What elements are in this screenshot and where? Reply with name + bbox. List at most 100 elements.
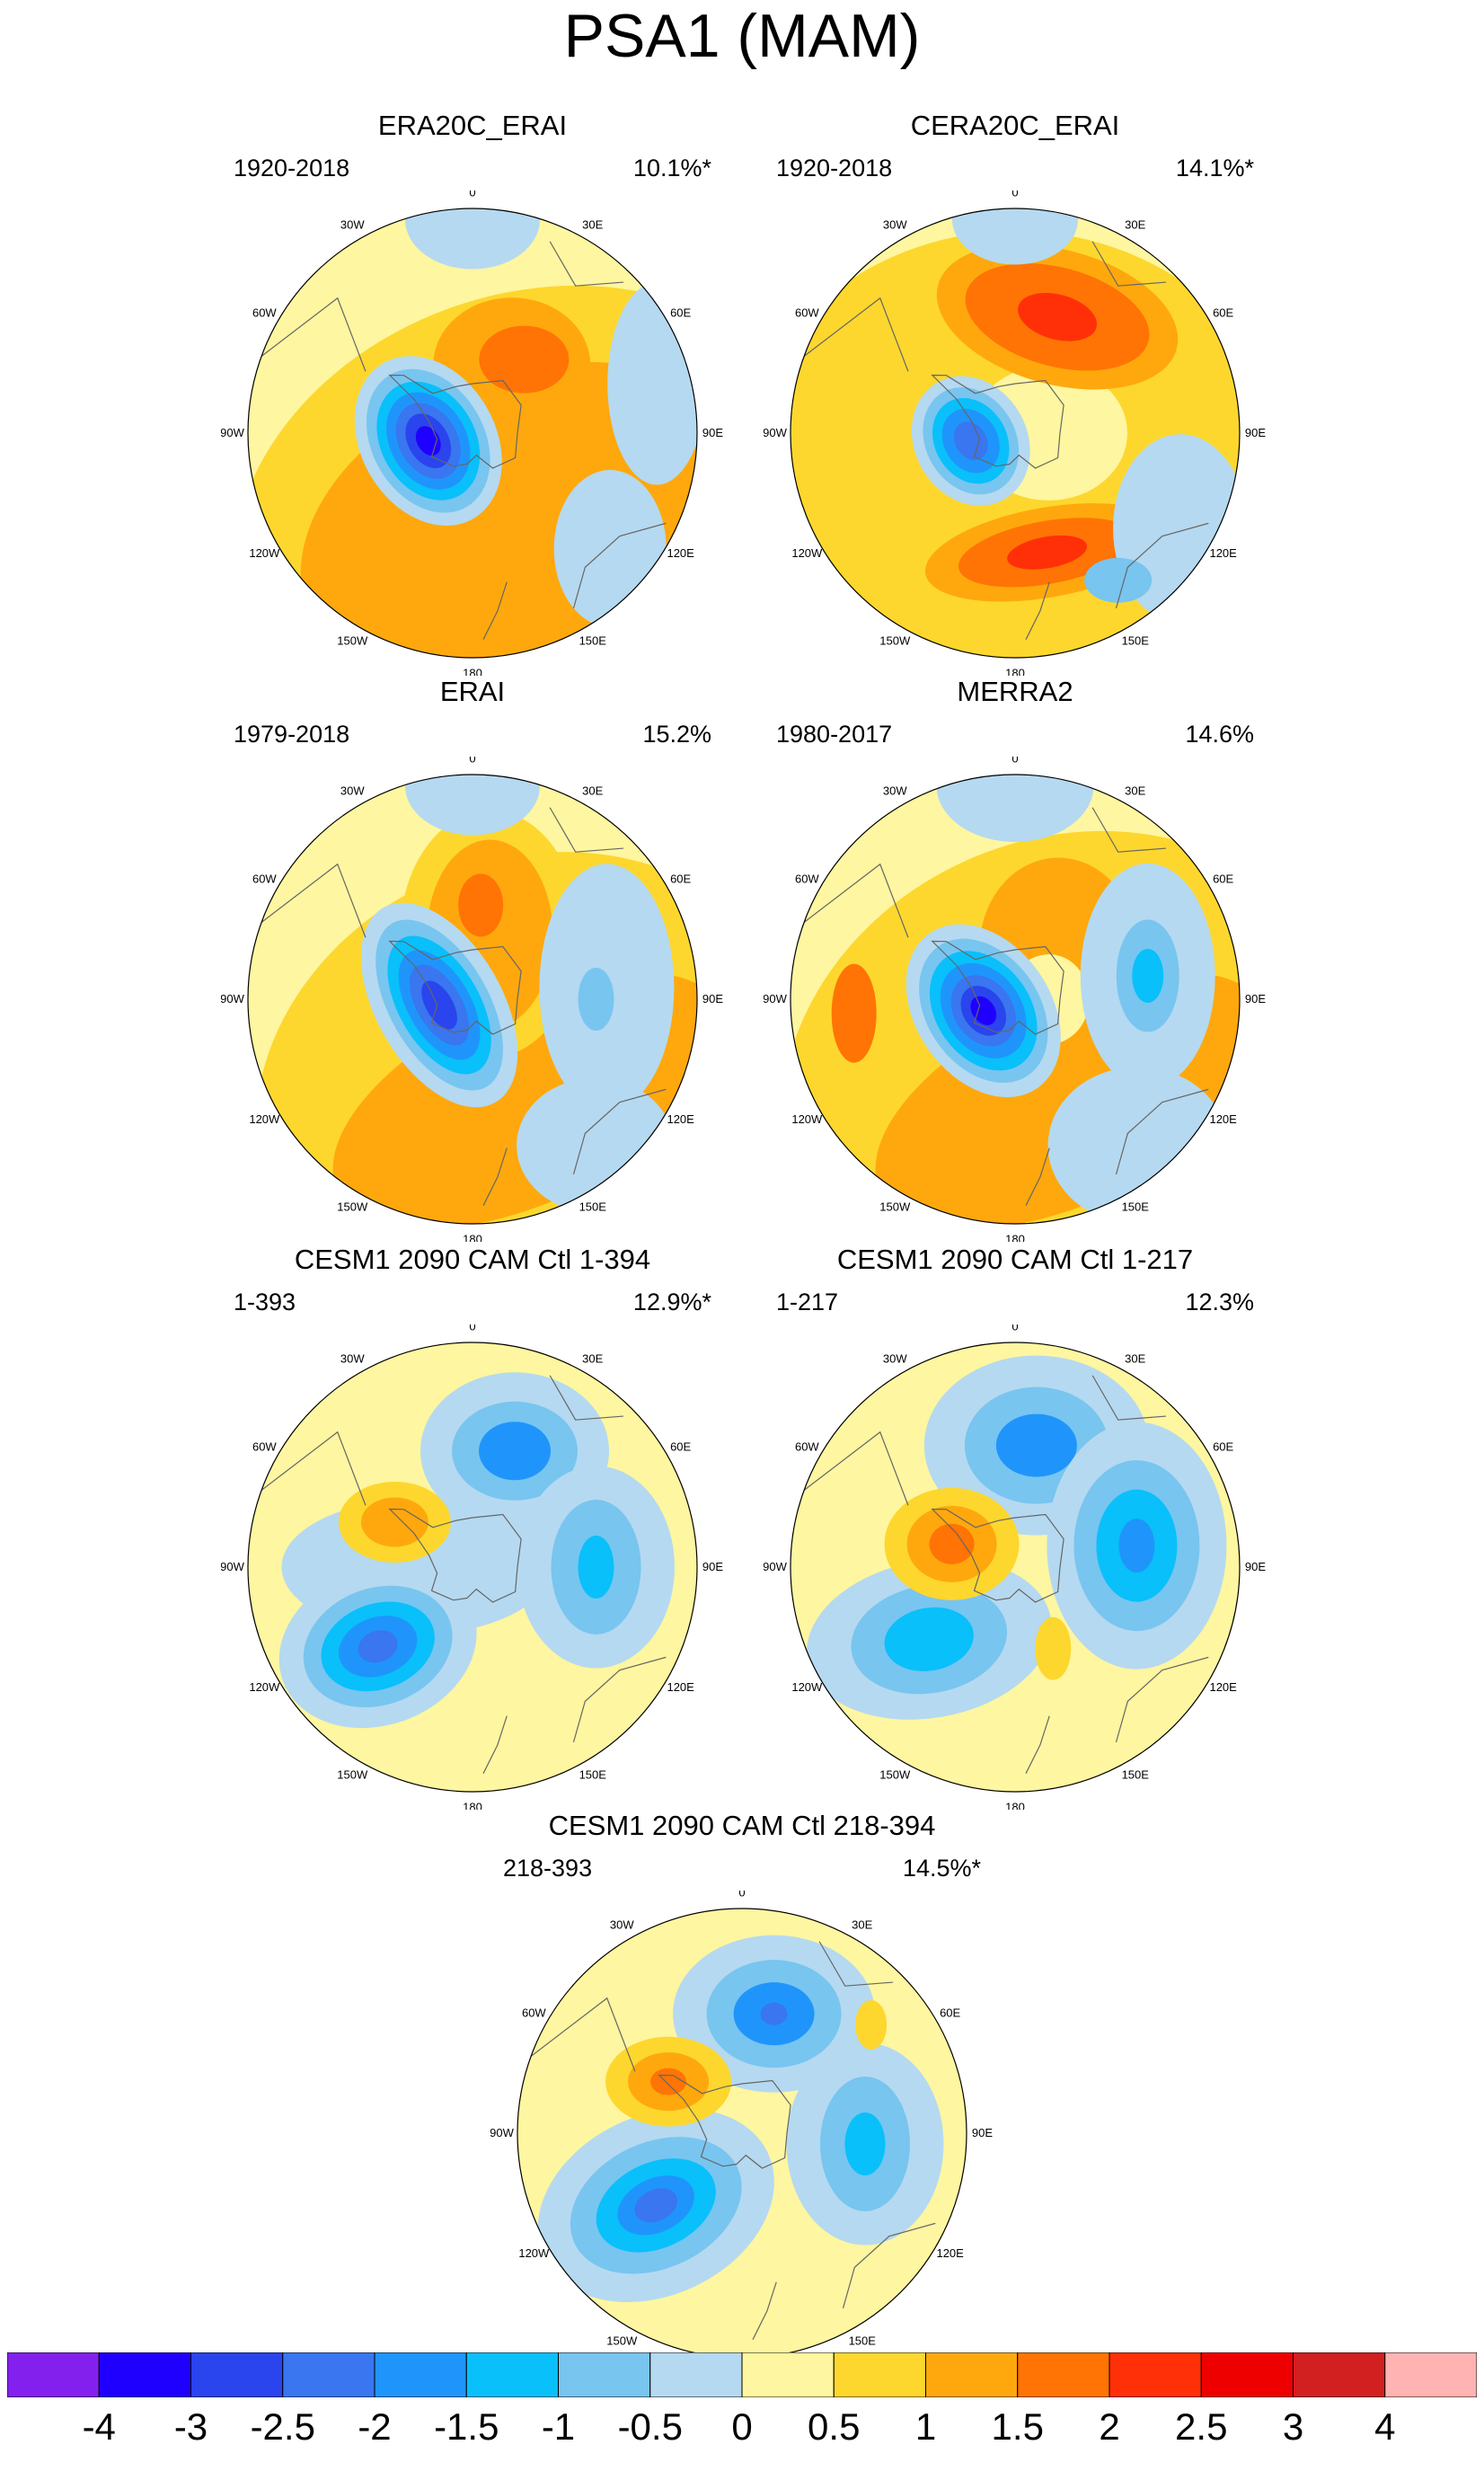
longitude-label: 120W xyxy=(791,1680,823,1694)
colorbar-swatch xyxy=(925,2352,1019,2397)
longitude-label: 180 xyxy=(1005,1801,1025,1811)
panel-years: 1980-2017 xyxy=(776,721,893,748)
new-zealand-coastline xyxy=(1025,1147,1050,1206)
longitude-label: 90E xyxy=(702,992,723,1005)
new-zealand-coastline xyxy=(1025,1715,1050,1774)
map-border xyxy=(247,774,698,1225)
longitude-label: 90W xyxy=(221,1560,245,1573)
longitude-label: 120E xyxy=(1209,1112,1237,1126)
panel-title: MERRA2 xyxy=(957,676,1073,707)
panel-variance: 12.9%* xyxy=(632,1289,711,1315)
colorbar-swatch xyxy=(741,2352,835,2397)
contour-region xyxy=(844,2112,886,2175)
longitude-label: 90W xyxy=(764,426,788,439)
contour-region xyxy=(360,1497,428,1547)
panel-years: 1979-2018 xyxy=(234,721,350,748)
colorbar xyxy=(7,2352,1477,2397)
longitude-label: 120E xyxy=(936,2246,964,2260)
longitude-label: 60E xyxy=(1213,872,1233,885)
contour-region xyxy=(831,963,877,1063)
longitude-label: 150E xyxy=(1122,1768,1150,1782)
colorbar-swatch xyxy=(649,2352,743,2397)
australia-coastline xyxy=(1115,522,1209,609)
contour-region xyxy=(970,996,997,1025)
panel-variance: 14.6% xyxy=(1185,721,1254,748)
longitude-label: 120W xyxy=(249,1112,280,1126)
australia-coastline xyxy=(1115,1656,1209,1743)
africa-coastline xyxy=(1091,241,1166,287)
new-zealand-coastline xyxy=(482,1715,508,1774)
longitude-label: 150E xyxy=(1122,634,1150,648)
panel-cesm1-ctl-1-394: CESM1 2090 CAM Ctl 1-394 1-393 12.9%* 0 3… xyxy=(221,1235,724,1810)
colorbar-swatch xyxy=(1384,2352,1477,2397)
longitude-label: 30E xyxy=(582,217,603,231)
colorbar-swatch xyxy=(1109,2352,1202,2397)
south-america-coastline xyxy=(803,863,909,938)
contour-region xyxy=(1084,557,1153,603)
longitude-label: 150W xyxy=(337,634,368,648)
longitude-label: 60W xyxy=(795,1439,819,1453)
longitude-label: 60E xyxy=(1213,1439,1233,1453)
panel-years: 1-217 xyxy=(776,1289,839,1315)
colorbar-tick-label: 1 xyxy=(914,2405,937,2448)
panel-title: CESM1 2090 CAM Ctl 1-394 xyxy=(294,1244,651,1275)
longitude-label: 120E xyxy=(1209,546,1237,560)
panel-cesm1-ctl-218-394: CESM1 2090 CAM Ctl 218-394 218-393 14.5%… xyxy=(490,1801,994,2376)
antarctica-coastline xyxy=(931,374,1064,469)
colorbar-tick-label: -0.5 xyxy=(617,2405,683,2448)
colorbar-tick-label: 4 xyxy=(1374,2405,1396,2448)
antarctica-coastline xyxy=(931,940,1064,1035)
new-zealand-coastline xyxy=(482,1147,508,1206)
contour-region xyxy=(358,1630,398,1663)
longitude-label: 180 xyxy=(463,1233,482,1243)
longitude-label: 60E xyxy=(670,1439,691,1453)
contour-region xyxy=(1118,1519,1155,1573)
longitude-label: 90E xyxy=(972,2126,993,2139)
australia-coastline xyxy=(572,1088,667,1175)
panel-title: ERA20C_ERAI xyxy=(377,110,568,141)
longitude-label: 150E xyxy=(579,1200,607,1214)
contour-region xyxy=(405,775,540,836)
panel-years: 1-393 xyxy=(234,1289,296,1315)
longitude-label: 120E xyxy=(667,546,694,560)
longitude-label: 90W xyxy=(490,2126,515,2139)
longitude-label: 30W xyxy=(883,1351,907,1365)
colorbar-swatch xyxy=(1293,2352,1386,2397)
south-america-coastline xyxy=(261,1431,367,1506)
africa-coastline xyxy=(549,241,623,287)
longitude-label: 30W xyxy=(340,784,365,797)
australia-coastline xyxy=(842,2222,936,2309)
south-america-coastline xyxy=(261,863,367,938)
map-border xyxy=(247,208,698,659)
map-border xyxy=(247,1342,698,1793)
contour-region xyxy=(650,2068,687,2095)
longitude-label: 120W xyxy=(791,1112,823,1126)
longitude-label: 150E xyxy=(849,2334,877,2348)
colorbar-tick-label: -3 xyxy=(173,2405,208,2448)
longitude-label: 150W xyxy=(606,2334,638,2348)
longitude-label: 90W xyxy=(221,992,245,1005)
longitude-label: 150W xyxy=(337,1200,368,1214)
longitude-label: 90E xyxy=(1245,426,1266,439)
longitude-label: 60W xyxy=(795,872,819,885)
longitude-label: 60W xyxy=(795,306,819,319)
longitude-label: 30E xyxy=(1125,1351,1145,1365)
longitude-label: 90W xyxy=(764,992,788,1005)
longitude-label: 30E xyxy=(1125,217,1145,231)
longitude-label: 180 xyxy=(1005,1233,1025,1243)
africa-coastline xyxy=(818,1941,893,1987)
longitude-label: 180 xyxy=(463,667,482,677)
panel-variance: 10.1%* xyxy=(632,155,711,182)
longitude-label: 60E xyxy=(940,2006,960,2019)
longitude-label: 30W xyxy=(610,1918,634,1931)
contour-region xyxy=(1007,535,1088,570)
colorbar-swatch xyxy=(190,2352,284,2397)
contour-region xyxy=(578,1536,614,1599)
longitude-label: 180 xyxy=(463,1801,482,1811)
contour-region xyxy=(634,2188,678,2223)
australia-coastline xyxy=(1115,1088,1209,1175)
panel-merra2: MERRA2 1980-2017 14.6% 0 30E 60E 90E 120E 150… xyxy=(764,667,1267,1242)
longitude-label: 30E xyxy=(1125,784,1145,797)
